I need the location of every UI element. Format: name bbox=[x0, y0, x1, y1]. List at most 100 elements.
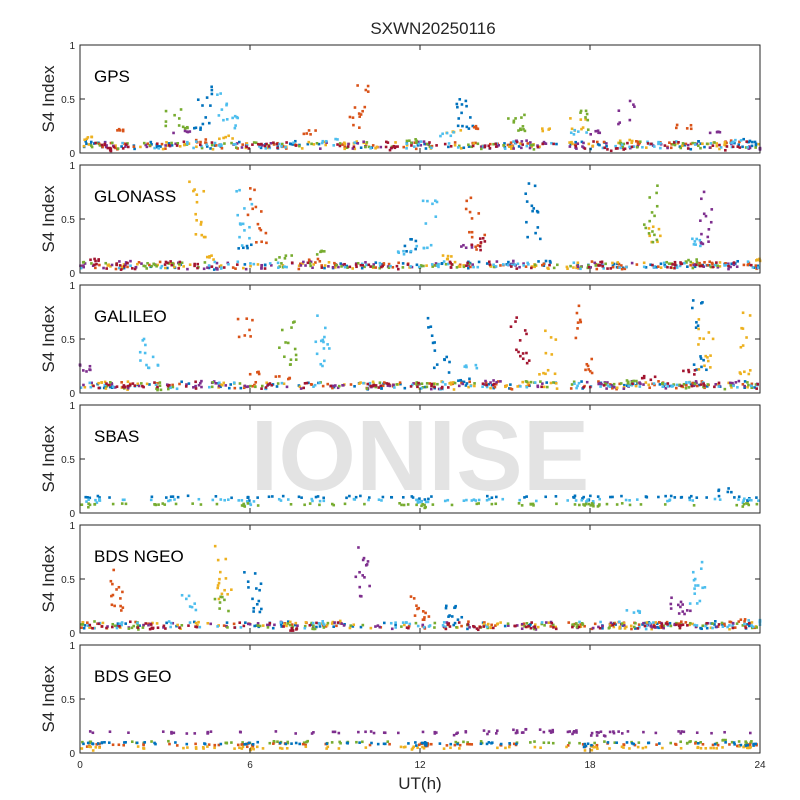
data-point bbox=[620, 494, 623, 498]
data-point bbox=[334, 384, 337, 387]
data-point bbox=[88, 730, 92, 733]
data-point bbox=[394, 621, 397, 624]
data-point bbox=[238, 382, 242, 385]
data-point bbox=[144, 143, 147, 147]
data-point bbox=[468, 230, 471, 234]
data-point bbox=[374, 146, 377, 150]
data-point bbox=[532, 207, 536, 210]
data-point bbox=[332, 503, 336, 507]
data-point bbox=[211, 498, 215, 502]
data-point bbox=[592, 745, 596, 749]
data-point bbox=[209, 730, 213, 733]
data-point bbox=[672, 383, 675, 386]
data-point bbox=[466, 623, 470, 626]
data-point bbox=[519, 354, 522, 358]
data-point bbox=[728, 743, 731, 746]
data-point bbox=[585, 112, 589, 116]
data-point bbox=[657, 380, 660, 383]
data-point bbox=[110, 382, 114, 386]
data-point bbox=[594, 262, 598, 266]
data-point bbox=[379, 384, 383, 388]
data-point bbox=[696, 584, 700, 587]
data-point bbox=[186, 142, 189, 145]
data-point bbox=[706, 263, 710, 267]
data-point bbox=[413, 145, 416, 148]
data-point bbox=[706, 383, 710, 386]
data-point bbox=[168, 742, 171, 746]
data-point bbox=[647, 232, 651, 235]
data-point bbox=[380, 499, 383, 502]
data-point bbox=[464, 384, 468, 387]
data-point bbox=[192, 620, 196, 624]
data-point bbox=[171, 495, 175, 498]
data-point bbox=[405, 147, 408, 150]
data-point bbox=[330, 622, 334, 625]
data-point bbox=[103, 380, 107, 384]
data-point bbox=[246, 580, 250, 583]
data-point bbox=[353, 141, 357, 144]
data-point bbox=[738, 146, 742, 149]
data-point bbox=[213, 746, 216, 750]
data-point bbox=[336, 386, 340, 390]
data-point bbox=[106, 625, 109, 628]
data-point bbox=[284, 254, 288, 257]
data-point bbox=[268, 621, 272, 625]
data-point bbox=[617, 122, 620, 126]
data-point bbox=[456, 618, 460, 621]
data-point bbox=[456, 742, 459, 746]
data-point bbox=[233, 126, 237, 130]
data-point bbox=[596, 747, 599, 750]
data-point bbox=[549, 336, 553, 339]
data-point bbox=[580, 127, 583, 131]
data-point bbox=[474, 127, 478, 130]
data-point bbox=[87, 498, 90, 501]
data-point bbox=[486, 732, 489, 736]
data-point bbox=[193, 602, 197, 605]
data-point bbox=[388, 384, 392, 388]
data-point bbox=[132, 624, 136, 628]
data-point bbox=[369, 730, 373, 733]
data-point bbox=[536, 144, 539, 147]
data-point bbox=[460, 245, 463, 248]
data-point bbox=[701, 624, 705, 628]
data-point bbox=[669, 146, 673, 150]
data-point bbox=[80, 503, 84, 507]
data-point bbox=[246, 213, 250, 217]
data-point bbox=[753, 266, 756, 269]
y-axis-label: S4 Index bbox=[39, 425, 58, 493]
data-point bbox=[182, 140, 186, 144]
data-point bbox=[711, 265, 715, 269]
data-point bbox=[206, 621, 210, 625]
data-point bbox=[227, 609, 230, 613]
data-point bbox=[684, 621, 688, 624]
data-point bbox=[420, 500, 423, 503]
data-point bbox=[232, 381, 236, 384]
data-point bbox=[750, 144, 754, 148]
data-point bbox=[691, 622, 695, 626]
data-point bbox=[521, 357, 525, 361]
data-point bbox=[120, 621, 124, 624]
data-point bbox=[225, 118, 229, 121]
data-point bbox=[108, 380, 112, 384]
data-point bbox=[343, 265, 347, 269]
data-point bbox=[428, 141, 431, 144]
data-point bbox=[601, 626, 604, 630]
data-point bbox=[243, 207, 246, 210]
data-point bbox=[651, 225, 655, 229]
data-point bbox=[104, 261, 108, 265]
data-point bbox=[632, 611, 636, 614]
data-point bbox=[685, 261, 688, 264]
data-point bbox=[165, 383, 169, 386]
data-point bbox=[622, 743, 626, 747]
data-point bbox=[123, 265, 126, 268]
data-point bbox=[425, 142, 429, 146]
data-point bbox=[153, 381, 156, 384]
data-point bbox=[485, 742, 489, 746]
data-point bbox=[596, 495, 600, 498]
data-point bbox=[248, 622, 252, 626]
data-point bbox=[117, 266, 121, 270]
data-point bbox=[642, 730, 645, 734]
data-point bbox=[723, 264, 726, 267]
data-point bbox=[673, 263, 677, 267]
data-point bbox=[318, 499, 322, 503]
